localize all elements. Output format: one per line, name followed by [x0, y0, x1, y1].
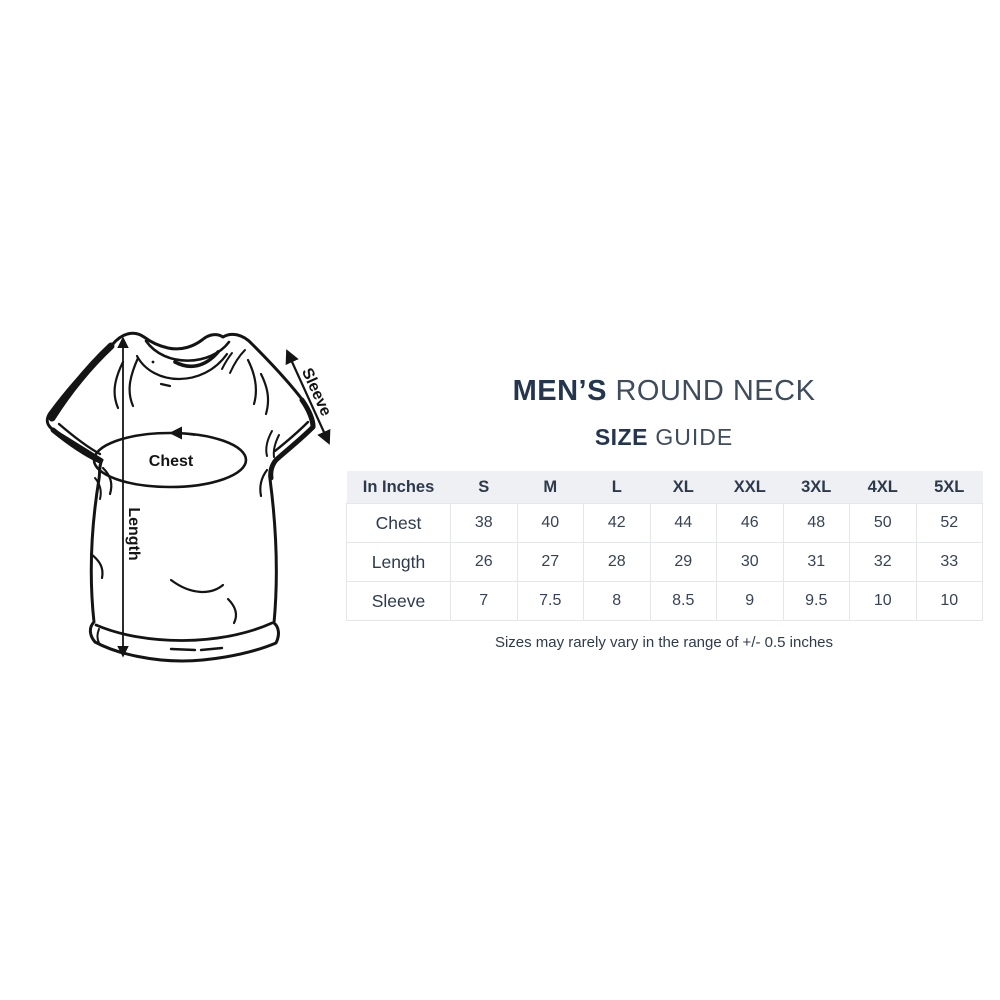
chest-label: Chest: [149, 453, 194, 470]
right-sleeve-wrinkle-1: [265, 430, 273, 457]
size-cell: 31: [782, 542, 850, 582]
collar-dash: [159, 382, 172, 388]
title-bold-part: MEN’S: [512, 375, 607, 407]
collar-inner-shadow: [173, 350, 220, 369]
right-collar-slash-2: [221, 352, 233, 370]
size-cell: 10: [849, 581, 917, 621]
size-guide-panel: MEN’S ROUND NECK SIZE GUIDE In Inches S …: [346, 377, 983, 652]
tshirt-silhouette: [45, 331, 316, 663]
left-armpit-wrinkle-1: [101, 466, 113, 496]
right-armpit-wrinkle: [259, 468, 269, 498]
col-header-unit: In Inches: [346, 471, 451, 504]
left-sleeve-opening-stroke: [50, 427, 103, 464]
col-header-s: S: [450, 471, 517, 504]
size-cell: 40: [516, 503, 584, 543]
hem-band-line: [94, 621, 274, 642]
collar-band: [144, 339, 231, 362]
size-cell: 32: [849, 542, 917, 582]
page-subtitle: SIZE GUIDE: [346, 426, 982, 449]
size-table-header-row: In Inches S M L XL XXL 3XL 4XL 5XL: [346, 471, 983, 504]
size-cell: 33: [915, 542, 983, 582]
size-cell: 46: [716, 503, 784, 543]
size-cell: 9.5: [782, 581, 850, 621]
size-cell: 52: [915, 503, 983, 543]
size-cell: 42: [583, 503, 651, 543]
page-title: MEN’S ROUND NECK: [346, 377, 982, 406]
size-cell: 29: [649, 542, 717, 582]
hem-left-fold: [96, 628, 100, 644]
left-body-wrinkle: [89, 552, 104, 580]
size-table: In Inches S M L XL XXL 3XL 4XL 5XL Chest…: [346, 471, 983, 621]
left-sleeve-fold-2: [128, 356, 140, 408]
size-cell: 44: [649, 503, 717, 543]
size-cell: 38: [450, 503, 518, 543]
col-header-xxl: XXL: [716, 471, 783, 504]
size-cell: 48: [782, 503, 850, 543]
col-header-m: M: [517, 471, 584, 504]
size-cell: 10: [915, 581, 983, 621]
measurement-annotations: [92, 336, 331, 658]
subtitle-light-part: GUIDE: [655, 424, 734, 450]
size-cell: 7.5: [516, 581, 584, 621]
left-shoulder-thick-stroke: [48, 342, 115, 422]
size-cell: 8.5: [649, 581, 717, 621]
row-label-sleeve: Sleeve: [346, 581, 451, 621]
size-cell: 30: [716, 542, 784, 582]
sleeve-arrow: [285, 349, 331, 445]
lower-body-wrinkle-1: [169, 578, 225, 593]
left-armpit-wrinkle-2: [94, 477, 102, 500]
right-sleeve-wrinkle-2: [272, 434, 280, 458]
hem-dashes: [169, 646, 224, 652]
col-header-5xl: 5XL: [916, 471, 983, 504]
tshirt-svg: Chest Length Sleeve: [45, 331, 334, 663]
size-cell: 9: [716, 581, 784, 621]
size-cell: 27: [516, 542, 584, 582]
size-cell: 8: [583, 581, 651, 621]
row-label-chest: Chest: [346, 503, 451, 543]
size-cell: 28: [583, 542, 651, 582]
footnote: Sizes may rarely vary in the range of +/…: [494, 634, 834, 651]
size-cell: 50: [849, 503, 917, 543]
subtitle-bold-part: SIZE: [594, 424, 648, 450]
col-header-4xl: 4XL: [849, 471, 916, 504]
title-light-part: ROUND NECK: [615, 375, 816, 407]
length-label: Length: [125, 507, 142, 560]
table-row-sleeve: Sleeve 7 7.5 8 8.5 9 9.5 10 10: [346, 581, 983, 621]
chest-arrow: [169, 426, 196, 440]
tshirt-outline: [45, 331, 316, 663]
table-row-length: Length 26 27 28 29 30 31 32 33: [346, 542, 983, 582]
col-header-l: L: [583, 471, 650, 504]
tshirt-measurement-diagram: Chest Length Sleeve: [25, 328, 345, 668]
size-cell: 7: [450, 581, 518, 621]
right-collar-slash-1: [229, 349, 246, 374]
row-label-length: Length: [346, 542, 451, 582]
col-header-3xl: 3XL: [783, 471, 850, 504]
collar-drape-curve: [135, 352, 229, 381]
lower-body-wrinkle-2: [226, 597, 238, 625]
right-sleeve-fold-2: [259, 372, 270, 416]
collar-dot: [151, 360, 155, 364]
right-sleeve-fold-1: [246, 358, 258, 406]
table-row-chest: Chest 38 40 42 44 46 48 50 52: [346, 503, 983, 543]
size-cell: 26: [450, 542, 518, 582]
col-header-xl: XL: [650, 471, 717, 504]
